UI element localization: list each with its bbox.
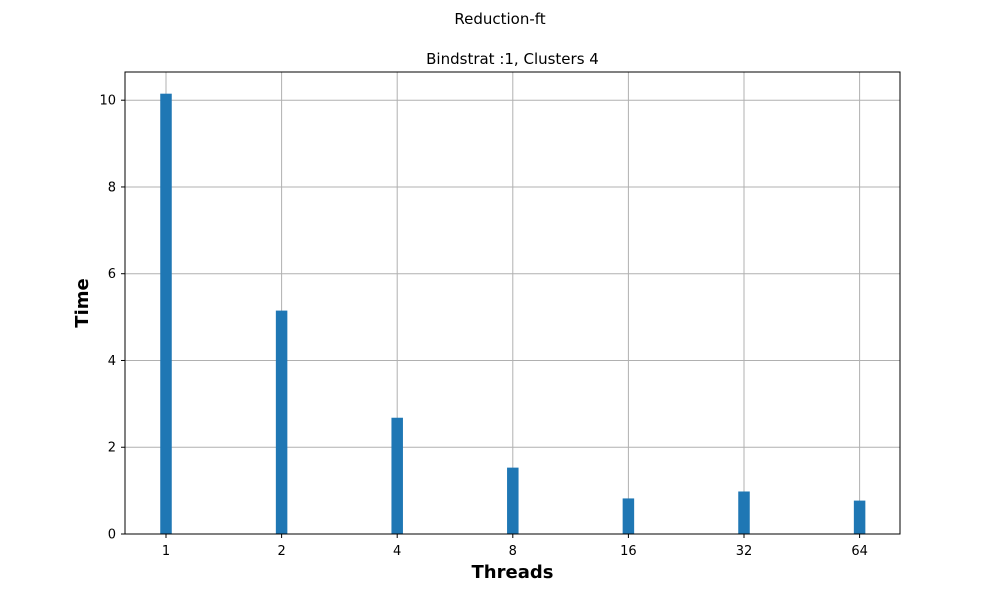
- bars: [160, 93, 866, 535]
- bar-threads-1: [160, 93, 172, 535]
- figure-suptitle: Reduction-ft: [454, 10, 545, 28]
- bar-threads-16: [622, 498, 635, 534]
- y-axis-ticks: 0 2 4 6 8 10: [99, 94, 125, 543]
- x-tick-label: 2: [277, 544, 285, 559]
- x-tick-label: 16: [620, 544, 637, 559]
- x-tick-label: 32: [736, 544, 753, 559]
- bar-threads-4: [391, 417, 403, 534]
- bar-threads-64: [853, 500, 866, 534]
- y-axis-label: Time: [72, 278, 93, 327]
- y-tick-label: 0: [108, 528, 116, 543]
- bar-threads-32: [738, 491, 750, 534]
- y-tick-label: 4: [108, 354, 116, 369]
- y-tick-label: 6: [108, 267, 116, 282]
- grid-lines: [125, 72, 900, 535]
- x-axis-ticks: 1 2 4 8 16 32 64: [162, 534, 868, 559]
- bar-threads-2: [275, 310, 288, 534]
- y-tick-label: 8: [108, 180, 116, 195]
- x-tick-label: 64: [851, 544, 868, 559]
- chart-title: Bindstrat :1, Clusters 4: [426, 50, 599, 68]
- y-tick-label: 10: [99, 94, 116, 109]
- bar-threads-8: [507, 467, 519, 534]
- y-tick-label: 2: [108, 441, 116, 456]
- x-tick-label: 1: [162, 544, 170, 559]
- x-tick-label: 4: [393, 544, 401, 559]
- x-tick-label: 8: [509, 544, 517, 559]
- x-axis-label: Threads: [472, 562, 554, 583]
